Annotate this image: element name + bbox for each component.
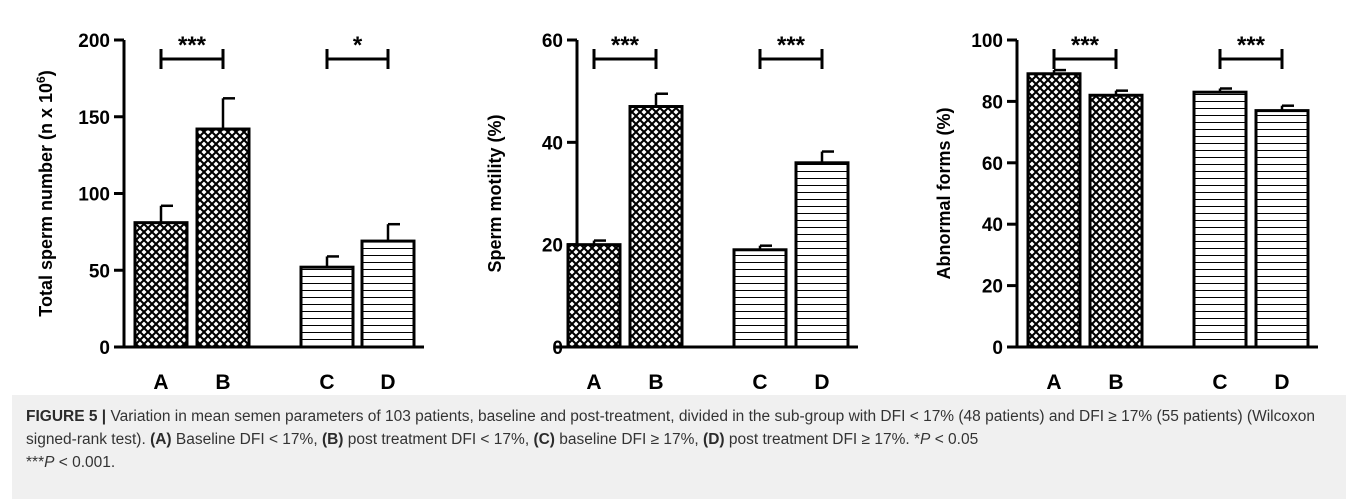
significance-label: *** xyxy=(611,32,640,59)
significance-label: *** xyxy=(1071,32,1100,59)
caption-tag-a: (A) xyxy=(150,431,172,448)
y-tick-label: 40 xyxy=(982,215,1003,236)
y-tick-label: 80 xyxy=(982,92,1003,113)
y-tick-label: 50 xyxy=(89,261,110,282)
caption-p2-letter: P xyxy=(44,454,55,471)
y-tick-label: 20 xyxy=(542,236,563,257)
y-tick-label: 100 xyxy=(971,31,1003,52)
bar-A xyxy=(566,243,622,349)
figure-caption: FIGURE 5 | Variation in mean semen param… xyxy=(12,395,1346,499)
y-tick-label: 0 xyxy=(992,338,1003,359)
bar-D xyxy=(794,161,850,349)
caption-tag-c: (C) xyxy=(533,431,555,448)
caption-text-b: post treatment DFI < 17%, xyxy=(343,431,534,448)
y-tick-label: 0 xyxy=(99,338,110,359)
y-axis-label: Abnormal forms (%) xyxy=(934,107,954,279)
category-label-C: C xyxy=(319,371,334,394)
caption-p2-rest: < 0.001. xyxy=(54,454,116,471)
caption-p1-stars: * xyxy=(914,431,921,448)
caption-text-d: post treatment DFI ≥ 17%. xyxy=(724,431,914,448)
caption-text: Variation in mean semen parameters of 10… xyxy=(26,408,1315,448)
category-label-A: A xyxy=(586,371,601,394)
caption-label: FIGURE 5 | xyxy=(26,408,107,425)
bar-A xyxy=(133,221,189,349)
chart-panel-3: 0 20 40 60 80 100 Abnormal forms (%) A B C D *** *** xyxy=(934,31,1318,394)
category-label-C: C xyxy=(1212,371,1227,394)
bar-B xyxy=(628,105,684,349)
significance-label: * xyxy=(353,32,363,59)
category-label-B: B xyxy=(215,371,230,394)
bar-D xyxy=(1254,109,1310,349)
significance-label: *** xyxy=(178,32,207,59)
chart-panel-2: 0 20 40 60 Sperm motility (%) A B C D *** *** xyxy=(485,31,858,394)
caption-tag-d: (D) xyxy=(703,431,725,448)
category-label-B: B xyxy=(1108,371,1123,394)
y-axis-label: Sperm motility (%) xyxy=(485,114,505,272)
caption-text-c: baseline DFI ≥ 17%, xyxy=(554,431,704,448)
chart-panel-1: 0 50 100 150 200 Total sperm number (n x 106)… xyxy=(34,31,424,394)
significance-label: *** xyxy=(1237,32,1266,59)
y-tick-label: 100 xyxy=(78,185,110,206)
y-tick-label: 200 xyxy=(78,31,110,52)
bar-D xyxy=(360,239,416,349)
bar-C xyxy=(1192,90,1248,349)
bar-C xyxy=(732,248,788,349)
y-axis-label: Total sperm number (n x 106) xyxy=(34,70,56,316)
category-label-D: D xyxy=(814,371,829,394)
category-label-C: C xyxy=(752,371,767,394)
y-tick-label: 60 xyxy=(982,154,1003,175)
y-tick-label: 60 xyxy=(542,31,563,52)
category-label-B: B xyxy=(648,371,663,394)
y-tick-label: 150 xyxy=(78,108,110,129)
category-label-D: D xyxy=(380,371,395,394)
y-tick-label: 40 xyxy=(542,133,563,154)
caption-text-a: Baseline DFI < 17%, xyxy=(171,431,322,448)
caption-p2-stars: *** xyxy=(26,454,45,471)
bar-A xyxy=(1026,72,1082,349)
bar-B xyxy=(195,127,251,349)
category-label-A: A xyxy=(1046,371,1061,394)
caption-p1-rest: < 0.05 xyxy=(930,431,979,448)
caption-p1-letter: P xyxy=(920,431,931,448)
y-tick-label: 20 xyxy=(982,277,1003,298)
caption-tag-b: (B) xyxy=(321,431,344,448)
category-label-A: A xyxy=(153,371,168,394)
significance-label: *** xyxy=(777,32,806,59)
bar-C xyxy=(299,265,355,349)
bar-B xyxy=(1088,93,1144,349)
category-label-D: D xyxy=(1274,371,1289,394)
y-tick-label: 0 xyxy=(552,338,563,359)
